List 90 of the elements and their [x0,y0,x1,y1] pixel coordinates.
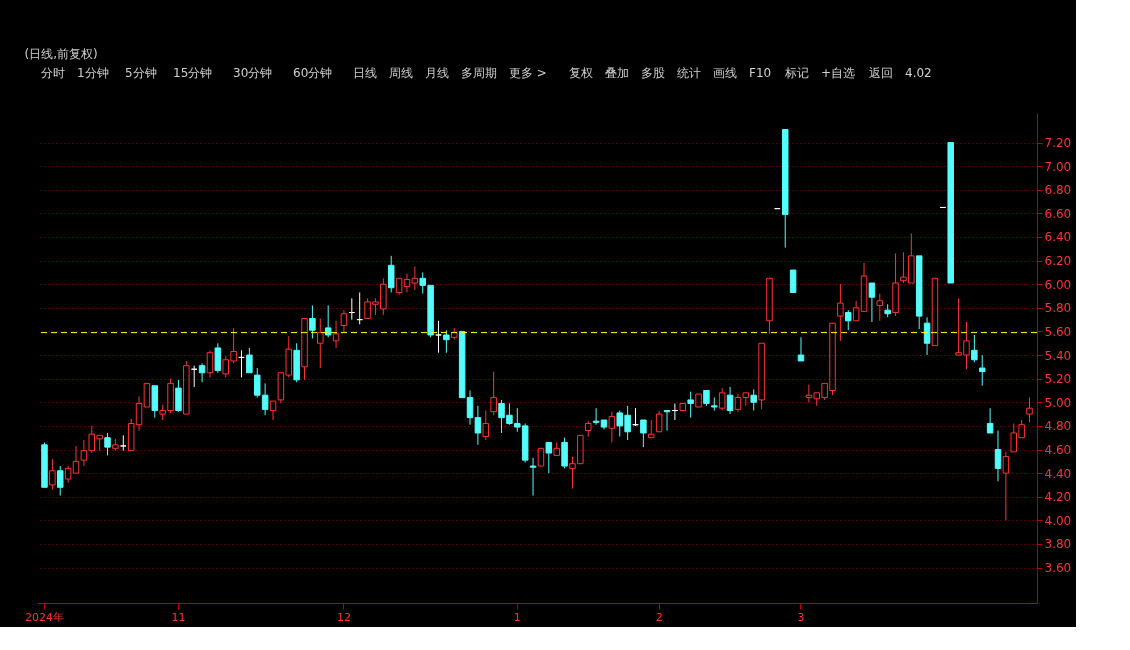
candlestick [529,457,537,497]
y-tick-label: 4.60 [1044,443,1072,458]
text: 返回 [869,66,893,80]
candlestick [198,362,206,383]
candlestick [143,382,151,408]
candlestick [797,336,805,362]
text: 月线 [425,66,449,80]
text: 周线 [389,66,413,80]
candlestick [766,277,773,335]
candlestick [947,142,954,284]
candlestick [986,407,994,434]
text: 更多 > [509,66,547,80]
candlestick [584,420,592,438]
x-tick-label: 2024年 [24,610,64,624]
text: 分时 [41,66,65,80]
candlestick [608,411,616,443]
y-tick-label: 6.00 [1044,277,1072,292]
candlestick [340,309,348,334]
y-tick-label: 3.60 [1044,561,1072,576]
chart-title: (日线,前复权) [24,47,98,61]
candlestick [695,393,702,408]
y-tick-label: 6.40 [1044,230,1072,245]
x-tick-label: 11 [171,610,186,624]
text: +自选 [821,66,856,80]
candlestick [971,334,978,363]
candlestick [648,419,655,439]
text: 叠加 [605,66,629,80]
y-tick-label: 6.80 [1044,183,1072,198]
x-tick-label: 3 [797,610,805,624]
candlestick [332,320,340,349]
text: F10 [749,66,772,80]
text: 多周期 [461,66,497,80]
candlestick [301,317,308,381]
y-tick-label: 4.40 [1044,466,1072,481]
text: 日线 [353,66,377,80]
y-tick-label: 5.20 [1044,372,1072,387]
y-tick-label: 6.20 [1044,254,1072,269]
candlestick [553,441,560,456]
candlestick [978,354,986,387]
text: 5分钟 [125,66,157,80]
y-tick-label: 4.00 [1044,513,1072,528]
candlestick [214,342,222,374]
y-tick-label: 5.60 [1044,324,1072,339]
y-tick-label: 5.00 [1044,395,1072,410]
text: 60分钟 [293,66,333,80]
text: 标记 [784,66,809,80]
text: 4.02 [905,66,932,80]
y-tick-label: 3.80 [1044,537,1072,552]
x-tick-label: 2 [655,610,663,624]
candlestick [317,317,324,369]
candlestick [655,410,663,433]
x-tick-label: 12 [336,610,351,624]
text: 复权 [569,66,593,80]
text: 1分钟 [77,66,109,80]
candlestick [545,441,553,474]
candlestick [789,269,797,293]
candlestick [726,386,734,415]
candlestick [41,441,48,488]
y-tick-label: 7.00 [1044,159,1072,174]
candlestick [781,129,789,249]
y-tick-label: 5.40 [1044,348,1072,363]
candlestick [868,282,876,323]
text: 画线 [713,66,737,80]
x-tick-label: 1 [513,610,521,624]
candlestick [293,342,300,383]
text: 15分钟 [173,66,213,80]
candlestick [931,277,939,347]
candlestick [640,419,647,448]
y-tick-label: 6.60 [1044,206,1072,221]
candlestick [845,309,852,331]
text: 统计 [677,66,701,80]
candlestick [703,389,710,407]
candlestick [679,402,687,412]
text: 30分钟 [233,66,273,80]
candlestick [994,430,1002,482]
candlestick [206,349,214,378]
candlestick [537,447,545,467]
y-tick-label: 4.20 [1044,490,1072,505]
y-tick-label: 5.80 [1044,301,1072,316]
candlestick [151,385,159,419]
candlestick [1002,451,1010,521]
y-tick-label: 7.20 [1044,136,1072,151]
candlestick [923,316,931,356]
candlestick [435,320,442,354]
text: 多股 [641,66,665,80]
y-tick-label: 4.80 [1044,419,1072,434]
candlestick [750,388,757,412]
candlestick [663,410,671,432]
candlestick [915,255,923,330]
candlestick [837,283,844,342]
